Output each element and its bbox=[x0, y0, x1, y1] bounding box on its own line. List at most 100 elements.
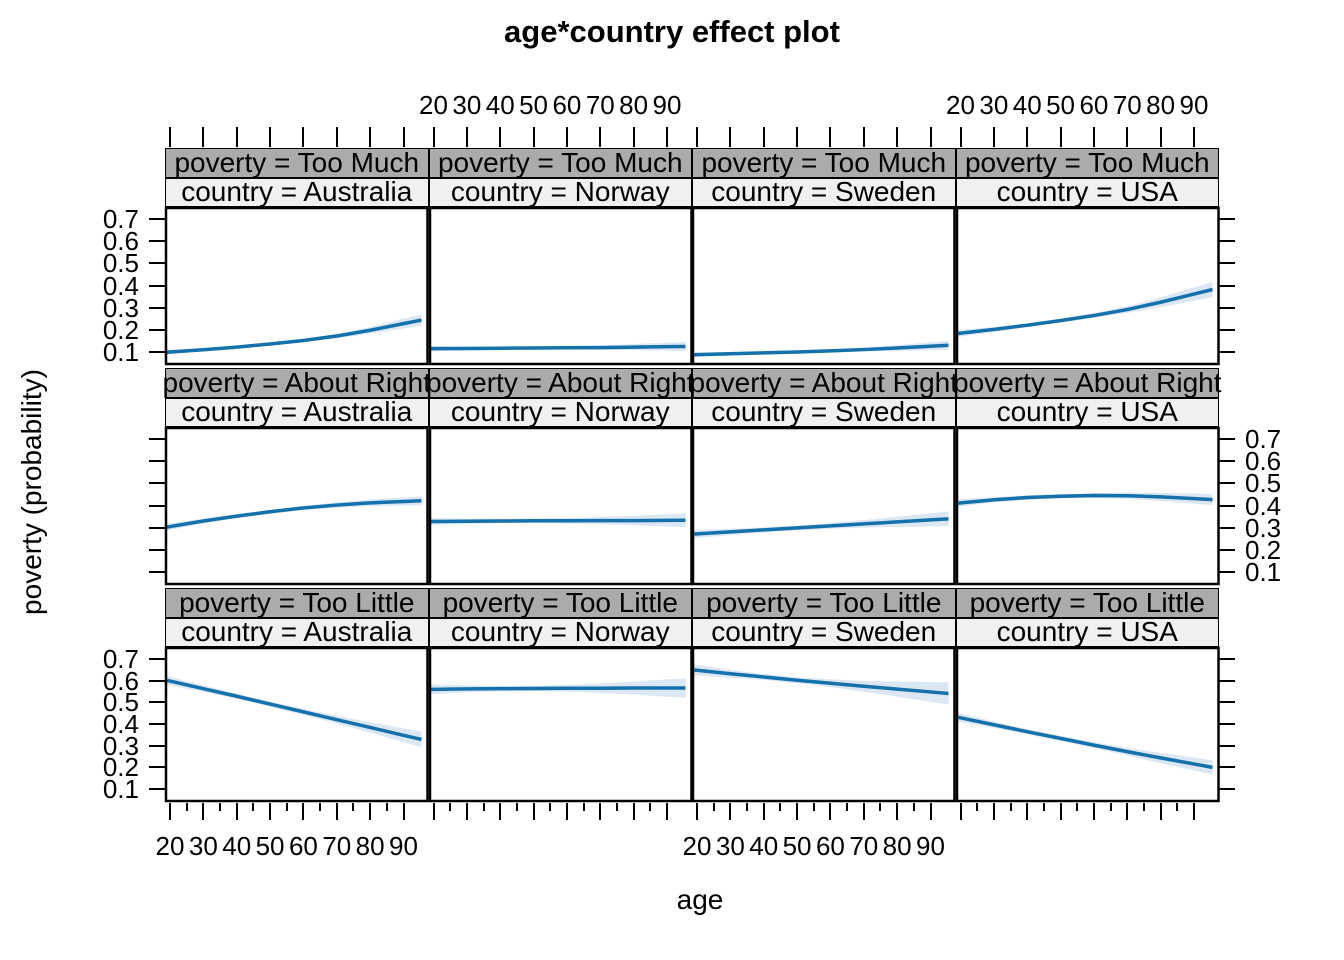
country-strip: country = Norway bbox=[428, 617, 692, 647]
x-tick-label-bottom: 20 bbox=[155, 831, 185, 861]
x-minor-tick-bottom bbox=[252, 803, 255, 811]
country-strip: country = Norway bbox=[428, 397, 692, 427]
facet-panel-Too-Little-USA bbox=[955, 646, 1220, 803]
poverty-strip: poverty = About Right bbox=[162, 366, 432, 398]
y-tick-right bbox=[1219, 571, 1235, 573]
x-tick-label-bottom: 90 bbox=[389, 831, 418, 861]
x-tick-bottom bbox=[432, 803, 435, 820]
x-tick-bottom bbox=[1026, 803, 1029, 820]
x-minor-tick-bottom bbox=[615, 803, 618, 811]
y-tick-right bbox=[1219, 701, 1235, 704]
y-tick-label-right: 0.3 bbox=[1245, 512, 1282, 543]
country-strip: country = Sweden bbox=[692, 397, 956, 427]
y-tick-left bbox=[149, 701, 165, 704]
effect-line bbox=[693, 343, 949, 357]
x-tick-top bbox=[369, 127, 372, 147]
x-tick-label-top: 40 bbox=[485, 90, 515, 120]
x-tick-label-bottom: 20 bbox=[682, 831, 712, 861]
x-tick-top bbox=[465, 127, 468, 147]
x-tick-bottom bbox=[1092, 803, 1095, 820]
x-tick-bottom bbox=[532, 803, 535, 820]
confidence-band bbox=[693, 664, 949, 705]
y-tick-right bbox=[1219, 788, 1235, 790]
x-tick-top bbox=[862, 127, 865, 147]
x-minor-tick-bottom bbox=[515, 803, 518, 811]
x-tick-bottom bbox=[896, 803, 899, 820]
x-tick-bottom bbox=[169, 803, 171, 820]
y-tick-label-left: 0.4 bbox=[102, 270, 139, 301]
y-tick-left bbox=[149, 504, 165, 507]
x-tick-top bbox=[335, 127, 338, 147]
x-tick-label-top: 60 bbox=[1079, 90, 1109, 120]
effect-line bbox=[957, 715, 1213, 770]
x-tick-bottom bbox=[465, 803, 468, 820]
y-tick-left bbox=[149, 240, 165, 243]
x-minor-tick-bottom bbox=[352, 803, 355, 811]
y-tick-right bbox=[1219, 460, 1235, 463]
y-tick-right bbox=[1219, 306, 1235, 309]
effect-line bbox=[166, 318, 422, 354]
x-minor-tick-bottom bbox=[812, 803, 815, 811]
y-tick-right bbox=[1219, 262, 1235, 265]
facet-panel-Too-Much-Australia bbox=[164, 206, 429, 366]
chart-title: age*country effect plot bbox=[504, 14, 840, 49]
effect-line bbox=[957, 493, 1213, 505]
x-tick-top bbox=[565, 127, 568, 147]
y-tick-label-right: 0.7 bbox=[1245, 424, 1282, 454]
x-tick-bottom bbox=[632, 803, 635, 820]
facet-panel-About-Right-Australia bbox=[164, 426, 429, 586]
y-tick-label-left: 0.5 bbox=[102, 687, 139, 718]
x-tick-bottom bbox=[829, 803, 832, 820]
facet-panel-About-Right-Sweden bbox=[691, 426, 956, 586]
y-tick-right bbox=[1219, 240, 1235, 243]
country-strip: country = USA bbox=[955, 617, 1219, 647]
x-minor-tick-bottom bbox=[1142, 803, 1145, 811]
x-tick-top bbox=[235, 127, 238, 147]
x-tick-label-top: 80 bbox=[619, 90, 649, 120]
y-tick-label-left: 0.4 bbox=[102, 709, 139, 739]
poverty-strip: poverty = Too Little bbox=[428, 588, 692, 618]
y-tick-left bbox=[149, 482, 165, 485]
x-tick-top bbox=[599, 127, 602, 147]
x-minor-tick-bottom bbox=[582, 803, 585, 811]
x-tick-label-bottom: 40 bbox=[222, 831, 252, 861]
x-minor-tick-bottom bbox=[185, 803, 188, 811]
panel-border bbox=[428, 426, 693, 586]
x-tick-label-top: 60 bbox=[552, 90, 582, 120]
x-tick-label-bottom: 70 bbox=[849, 831, 879, 861]
poverty-strip: poverty = Too Much bbox=[955, 148, 1219, 178]
y-tick-right bbox=[1219, 328, 1235, 331]
y-tick-left bbox=[149, 571, 165, 573]
y-tick-right bbox=[1219, 351, 1235, 353]
x-tick-top bbox=[269, 127, 272, 147]
country-strip: country = Sweden bbox=[692, 617, 956, 647]
x-tick-top bbox=[829, 127, 832, 147]
y-tick-left bbox=[149, 658, 165, 660]
poverty-strip: poverty = About Right bbox=[689, 366, 959, 398]
poverty-strip: poverty = Too Little bbox=[692, 588, 956, 618]
panel-border bbox=[428, 646, 693, 803]
facet-panel-Too-Little-Sweden bbox=[691, 646, 956, 803]
x-tick-top bbox=[929, 127, 932, 147]
x-tick-top bbox=[432, 127, 435, 147]
y-tick-left bbox=[149, 262, 165, 265]
facet-panel-Too-Little-Norway bbox=[428, 646, 693, 803]
y-tick-left bbox=[149, 306, 165, 309]
x-tick-top bbox=[959, 127, 962, 147]
x-tick-label-top: 70 bbox=[1112, 90, 1142, 120]
x-minor-tick-bottom bbox=[1109, 803, 1112, 811]
y-tick-label-left: 0.6 bbox=[102, 226, 139, 257]
y-tick-label-left: 0.1 bbox=[102, 774, 139, 804]
panel-border bbox=[428, 206, 693, 366]
x-tick-top bbox=[532, 127, 535, 147]
x-tick-top bbox=[1193, 127, 1195, 147]
y-tick-right bbox=[1219, 218, 1235, 220]
x-tick-bottom bbox=[565, 803, 568, 820]
x-minor-tick-bottom bbox=[449, 803, 452, 811]
x-minor-tick-bottom bbox=[1042, 803, 1045, 811]
x-tick-label-top: 20 bbox=[946, 90, 975, 120]
y-tick-right bbox=[1219, 284, 1235, 287]
y-tick-label-right: 0.6 bbox=[1245, 446, 1282, 477]
y-tick-label-left: 0.2 bbox=[102, 314, 139, 345]
